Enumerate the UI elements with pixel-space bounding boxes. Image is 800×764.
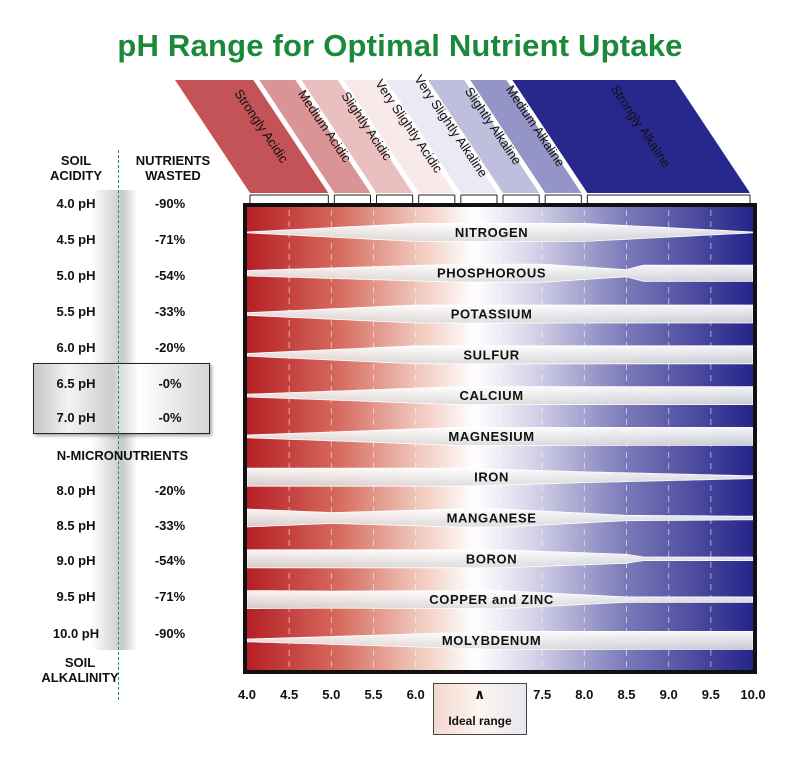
nutrient-label: MAGNESIUM <box>448 429 534 444</box>
wasted-value: -20% <box>154 483 186 498</box>
ph-value: 9.0 pH <box>56 553 96 568</box>
ideal-range-label: Ideal range <box>448 714 512 728</box>
category-banner <box>301 80 413 193</box>
nutrient-label: SULFUR <box>463 347 519 362</box>
wasted-value: -71% <box>154 589 186 604</box>
category-bracket <box>418 194 456 204</box>
x-tick-label: 5.0 <box>322 687 341 702</box>
x-tick-label: 4.0 <box>237 687 257 702</box>
page-title: pH Range for Optimal Nutrient Uptake <box>117 28 683 63</box>
nutrient-bars: NITROGEN PHOSPHOROUS POTASSIUM SULFUR CALCIU… <box>246 222 754 650</box>
category-bracket <box>460 194 498 204</box>
nutrient-label: NITROGEN <box>455 225 528 240</box>
divider-dashed-line <box>118 150 119 700</box>
ph-value: 9.5 pH <box>56 589 96 604</box>
x-tick-label: 8.0 <box>575 687 594 702</box>
wasted-value: -20% <box>154 340 186 355</box>
ph-value: 8.0 pH <box>56 483 96 498</box>
nutrient-label: MANGANESE <box>447 511 537 526</box>
category-banner <box>259 80 371 193</box>
x-tick-label: 9.0 <box>659 687 678 702</box>
x-tick-label: 8.5 <box>617 687 636 702</box>
header-line: WASTED <box>145 168 201 183</box>
nutrient-label: COPPER and ZINC <box>429 592 554 607</box>
ph-value: 6.5 pH <box>56 376 96 391</box>
x-tick-label: 4.5 <box>280 687 299 702</box>
x-tick-label: 5.5 <box>364 687 383 702</box>
chart-frame <box>243 203 757 674</box>
caret-icon: ∧ <box>474 686 486 702</box>
wasted-value: -54% <box>154 553 186 568</box>
category-banner <box>428 80 540 193</box>
nutrient-label: PHOSPHOROUS <box>437 266 546 281</box>
nutrient-label: IRON <box>474 470 509 485</box>
nutrients-wasted-header: NUTRIENTS WASTED <box>128 153 218 183</box>
header-line: NUTRIENTS <box>135 153 211 168</box>
ph-value: 8.5 pH <box>56 518 96 533</box>
nutrient-label: CALCIUM <box>459 388 523 403</box>
category-bracket <box>333 194 371 204</box>
x-tick-label: 6.0 <box>406 687 425 702</box>
ph-value: 5.5 pH <box>56 304 96 319</box>
nutrient-label: MOLYBDENUM <box>442 633 541 648</box>
x-tick-label: 10.0 <box>740 687 766 702</box>
ph-value: 7.0 pH <box>56 410 96 425</box>
ideal-ph-box <box>33 363 210 434</box>
wasted-value: -90% <box>154 196 186 211</box>
micronutrients-label: N-MICRONUTRIENTS <box>56 448 189 463</box>
category-bracket <box>249 194 329 204</box>
nutrient-label: BORON <box>466 551 517 566</box>
ph-value: 4.0 pH <box>56 196 96 211</box>
wasted-value: -33% <box>154 518 186 533</box>
x-tick-label: 9.5 <box>701 687 720 702</box>
category-bracket <box>544 194 582 204</box>
ph-value: 10.0 pH <box>52 626 100 641</box>
soil-acidity-header: SOIL ACIDITY <box>44 153 108 183</box>
footer-line: SOIL <box>64 655 96 670</box>
wasted-value: -33% <box>154 304 186 319</box>
header-line: SOIL <box>60 153 92 168</box>
wasted-value: -0% <box>158 376 182 391</box>
wasted-value: -54% <box>154 268 186 283</box>
ph-value: 4.5 pH <box>56 232 96 247</box>
footer-line: ALKALINITY <box>41 670 119 685</box>
category-bracket <box>502 194 540 204</box>
header-line: ACIDITY <box>50 168 102 183</box>
category-bracket <box>376 194 414 204</box>
category-banner <box>512 80 750 193</box>
category-banner <box>175 80 329 193</box>
ph-value: 5.0 pH <box>56 268 96 283</box>
ph-value: 6.0 pH <box>56 340 96 355</box>
category-banner <box>343 80 455 193</box>
category-bracket <box>586 194 751 204</box>
wasted-value: -90% <box>154 626 186 641</box>
wasted-value: -71% <box>154 232 186 247</box>
ideal-range-box: ∧ Ideal range <box>433 683 527 735</box>
nutrient-label: POTASSIUM <box>451 307 533 322</box>
category-banner <box>385 80 497 193</box>
wasted-value: -0% <box>158 410 182 425</box>
soil-alkalinity-footer: SOIL ALKALINITY <box>30 655 130 685</box>
category-banner <box>470 80 582 193</box>
x-tick-label: 7.5 <box>533 687 552 702</box>
